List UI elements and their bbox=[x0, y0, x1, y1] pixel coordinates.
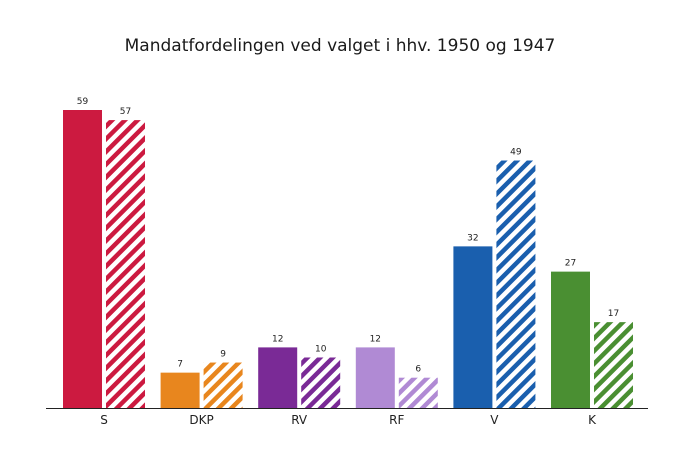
x-tick-label-dkp: DKP bbox=[189, 413, 213, 427]
value-label-k-hatched: 17 bbox=[608, 309, 619, 319]
chart-title: Mandatfordelingen ved valget i hhv. 1950… bbox=[124, 36, 556, 56]
bars-group: 59 57 7 9 12 10 12 6 32 49 27 17 bbox=[63, 97, 633, 409]
bar-s-solid bbox=[63, 110, 102, 408]
value-label-rv-hatched: 10 bbox=[315, 344, 327, 354]
value-label-dkp-hatched: 9 bbox=[220, 350, 226, 360]
value-label-rf-solid: 12 bbox=[370, 334, 381, 344]
value-label-v-hatched: 49 bbox=[510, 148, 522, 158]
value-label-s-hatched: 57 bbox=[120, 107, 131, 117]
bar-rf-hatched bbox=[398, 377, 438, 408]
x-tick-label-k: K bbox=[588, 413, 597, 427]
x-tick-label-rf: RF bbox=[389, 413, 404, 427]
value-label-s-solid: 59 bbox=[77, 97, 89, 107]
bar-v-solid bbox=[453, 246, 493, 408]
bar-k-solid bbox=[551, 271, 590, 408]
bar-v-hatched bbox=[496, 160, 536, 408]
x-tick-labels: S DKP RV RF V K bbox=[100, 413, 597, 427]
x-tick-label-rv: RV bbox=[291, 413, 308, 427]
bar-rv-hatched bbox=[301, 357, 341, 408]
value-label-rf-hatched: 6 bbox=[415, 365, 421, 375]
value-label-rv-solid: 12 bbox=[272, 334, 283, 344]
value-label-v-solid: 32 bbox=[467, 233, 478, 243]
bar-s-hatched bbox=[106, 120, 145, 409]
x-tick-label-v: V bbox=[490, 413, 499, 427]
bar-k-hatched bbox=[594, 322, 633, 408]
bar-rf-solid bbox=[355, 347, 395, 408]
bar-dkp-hatched bbox=[203, 362, 243, 408]
bar-rv-solid bbox=[258, 347, 298, 408]
value-label-k-solid: 27 bbox=[565, 259, 576, 269]
x-tick-label-s: S bbox=[100, 413, 108, 427]
bar-dkp-solid bbox=[160, 372, 200, 408]
value-label-dkp-solid: 7 bbox=[177, 360, 183, 370]
